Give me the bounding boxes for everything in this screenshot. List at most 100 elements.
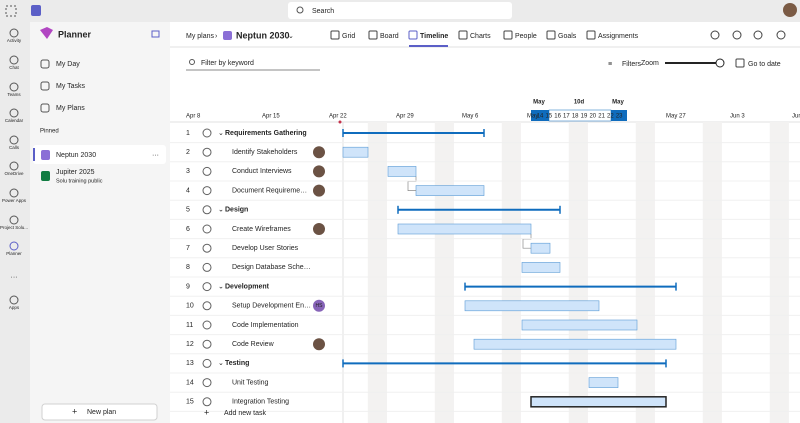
rail-icon[interactable] [9,215,19,225]
task-name[interactable]: Design Database Sche… [232,264,311,271]
task-bar[interactable] [342,146,369,158]
task-name[interactable]: Requirements Gathering [225,130,307,137]
zoom-thumb[interactable] [715,58,725,68]
plan-name: Neptun 2030 [236,30,290,40]
task-name[interactable]: Unit Testing [232,379,269,386]
day-label: 19 [581,114,588,120]
rail-label: Calls [9,145,20,150]
rail-more: ··· [11,274,18,281]
task-checkbox[interactable] [202,320,212,330]
plan-item[interactable]: Jupiter 2025 [56,169,95,176]
go-to-date-icon [735,58,745,68]
day-label: 14 [537,114,544,120]
task-checkbox[interactable] [202,205,212,215]
zoom-label: Zoom [641,60,659,67]
breadcrumb[interactable]: My plans [186,33,215,40]
main-bg [170,22,800,423]
tab[interactable]: Charts [470,33,491,40]
task-name[interactable]: Integration Testing [232,399,289,406]
header-icon[interactable] [753,30,763,40]
task-name[interactable]: Conduct Interviews [232,168,292,175]
task-number: 1 [186,130,190,137]
weekend-stripe [501,122,521,423]
nav-item[interactable]: My Day [56,61,80,68]
add-plus: + [204,407,209,417]
task-checkbox[interactable] [202,397,212,407]
weekend-stripe [702,122,722,423]
plan-item[interactable]: Neptun 2030 [56,152,96,159]
rail-icon[interactable] [9,28,19,38]
task-checkbox[interactable] [202,262,212,272]
nav-item[interactable]: My Tasks [56,83,86,90]
tab-icon [586,30,596,40]
task-name[interactable]: Testing [225,360,249,367]
task-name[interactable]: Develop User Stories [232,245,299,252]
rail-icon[interactable] [9,82,19,92]
task-name[interactable]: Development [225,283,270,290]
assignee-avatar [313,146,325,159]
task-bar[interactable] [521,262,561,273]
task-bar[interactable] [521,319,638,331]
task-checkbox[interactable] [202,378,212,388]
header-icon[interactable] [776,30,786,40]
task-name[interactable]: Identify Stakeholders [232,149,298,156]
nav-item[interactable]: My Plans [56,105,85,112]
header-icon[interactable] [732,30,742,40]
add-task[interactable]: Add new task [224,410,267,417]
task-checkbox[interactable] [202,186,212,196]
task-checkbox[interactable] [202,128,212,138]
tab[interactable]: Timeline [420,33,448,40]
rail-icon[interactable] [9,108,19,118]
plan-dropdown[interactable]: ⌄ [288,33,294,40]
rail-icon[interactable] [9,241,19,251]
collapse-icon[interactable] [151,30,160,38]
rail-icon[interactable] [9,188,19,198]
task-name[interactable]: Setup Development En… [232,303,311,310]
chevron: ⌄ [218,130,224,137]
header-icon[interactable] [710,30,720,40]
task-checkbox[interactable] [202,301,212,311]
task-checkbox[interactable] [202,224,212,234]
today-marker [338,120,342,124]
task-bar[interactable] [473,338,677,350]
task-bar[interactable] [530,242,551,254]
user-avatar[interactable] [783,3,797,17]
task-name[interactable]: Design [225,207,248,214]
task-name[interactable]: Code Implementation [232,322,299,329]
more-icon[interactable]: ··· [152,152,159,159]
day-label: 21 [598,114,605,120]
rail-icon[interactable] [9,55,19,65]
rail-icon[interactable] [9,135,19,145]
tab[interactable]: Assignments [598,33,639,40]
rail-label: Activity [7,38,22,43]
new-plan-button[interactable] [41,403,158,421]
task-bar[interactable] [464,300,600,312]
task-checkbox[interactable] [202,358,212,368]
task-name[interactable]: Code Review [232,341,275,348]
task-checkbox[interactable] [202,243,212,253]
task-checkbox[interactable] [202,339,212,349]
rail-icon[interactable] [9,295,19,305]
go-to-date[interactable]: Go to date [748,61,781,68]
app-launcher[interactable] [5,5,17,17]
filters-button[interactable]: Filters [622,61,642,68]
selected-plan-bg[interactable] [33,145,166,164]
task-name[interactable]: Document Requireme… [232,187,307,194]
task-bar[interactable] [588,377,619,388]
rail-icon[interactable] [9,161,19,171]
task-checkbox[interactable] [202,147,212,157]
nav-icon [40,59,50,69]
task-checkbox[interactable] [202,166,212,176]
task-bar[interactable] [387,166,417,177]
search-box[interactable] [288,2,512,19]
tab[interactable]: Board [380,33,399,40]
tab[interactable]: People [515,33,537,40]
tab[interactable]: Grid [342,33,355,40]
task-name[interactable]: Create Wireframes [232,226,291,233]
task-bar[interactable] [530,396,667,408]
task-bar[interactable] [397,223,532,235]
tab[interactable]: Goals [558,33,577,40]
task-bar[interactable] [415,185,485,196]
task-checkbox[interactable] [202,282,212,292]
tab-icon [546,30,556,40]
